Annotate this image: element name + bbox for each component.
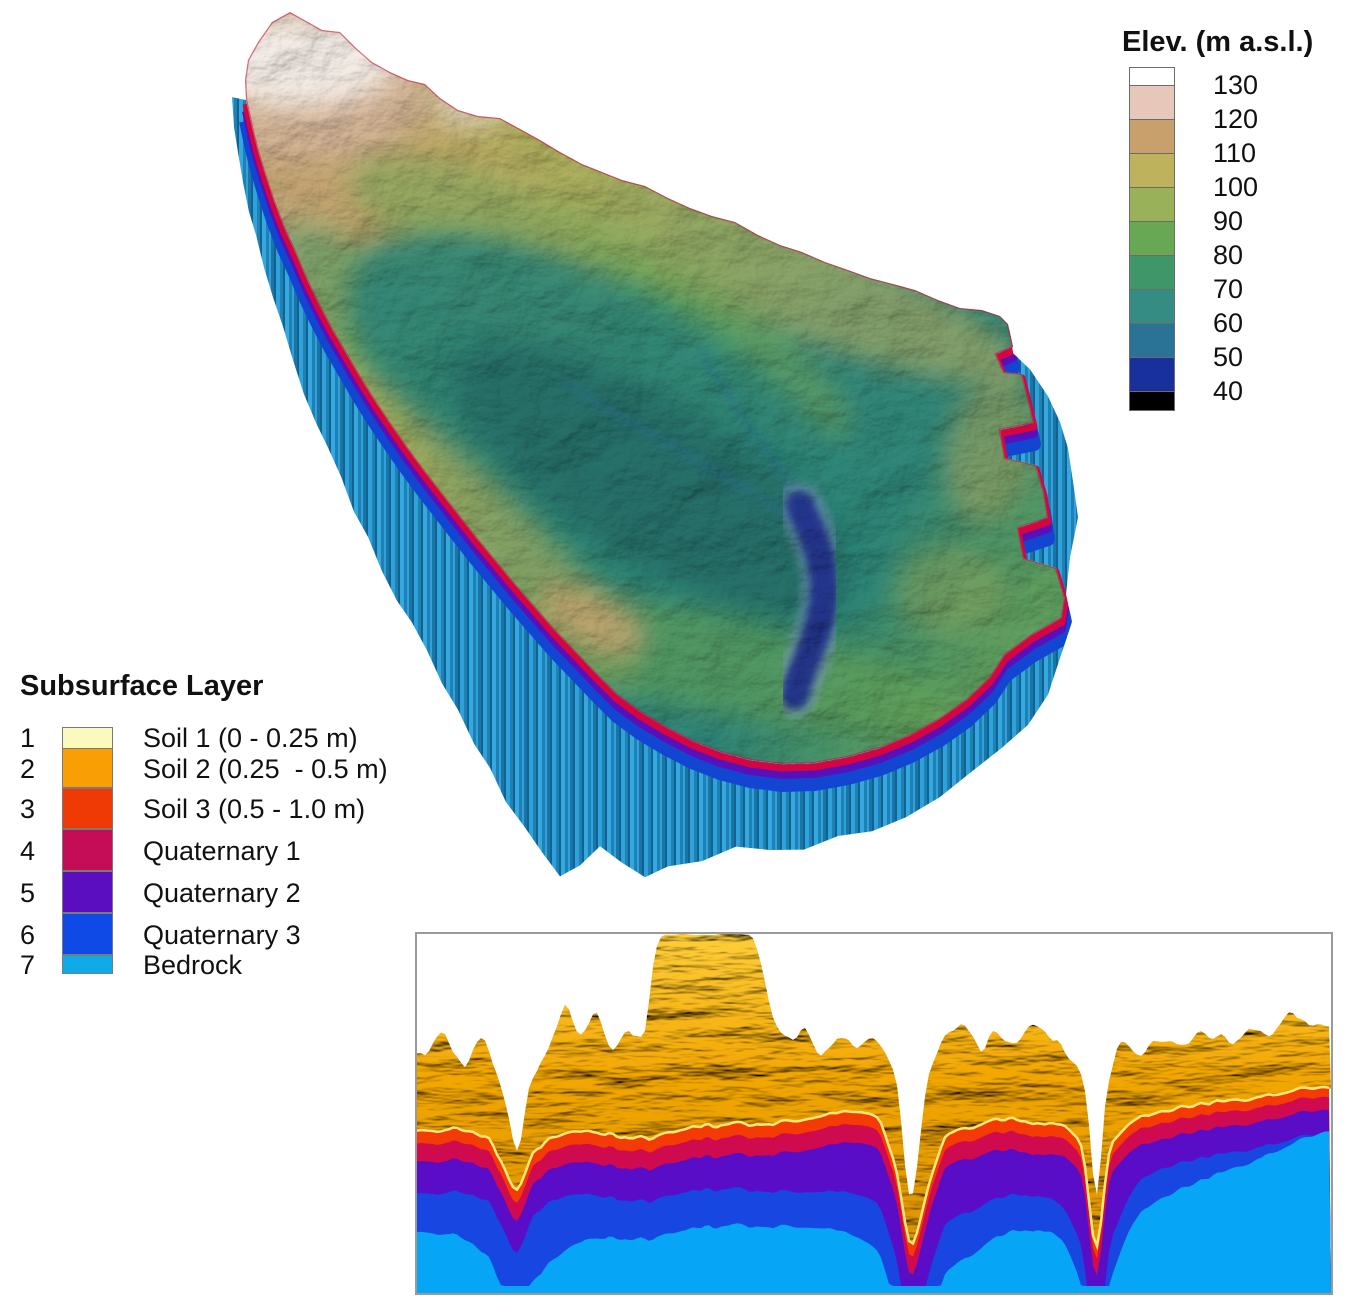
subsurface-row-label: Quaternary 3 xyxy=(143,919,301,950)
xsection-soil1-line xyxy=(417,1085,1330,1251)
subsurface-row-number: 5 xyxy=(20,877,36,908)
elevation-tick-110: 110 xyxy=(1213,138,1257,168)
subsurface-row-number: 3 xyxy=(20,794,36,824)
elevation-swatch-110-100 xyxy=(1130,154,1174,188)
elevation-swatch-70-60 xyxy=(1130,290,1174,324)
subsurface-row-label: Soil 1 (0 - 0.25 m) xyxy=(143,722,358,753)
subsurface-row-3: 3 Soil 3 (0.5 - 1.0 m) xyxy=(20,788,420,830)
subsurface-row-4: 4 Quaternary 1 xyxy=(20,829,420,872)
subsurface-swatch-6 xyxy=(62,913,113,955)
elevation-swatch-120-110 xyxy=(1130,120,1174,154)
subsurface-row-number: 6 xyxy=(20,919,36,950)
subsurface-row-label: Soil 2 (0.25 - 0.5 m) xyxy=(143,753,388,784)
elevation-swatch-below-40 xyxy=(1130,392,1174,410)
subsurface-row-number: 1 xyxy=(20,722,36,753)
subsurface-swatch-4 xyxy=(62,829,113,871)
cross-section-view xyxy=(417,934,1331,1293)
subsurface-legend: Subsurface Layer 1 Soil 1 (0 - 0.25 m) 2 So… xyxy=(20,670,420,981)
subsurface-row-number: 4 xyxy=(20,835,36,866)
subsurface-swatch-3 xyxy=(62,788,113,829)
subsurface-row-label: Quaternary 1 xyxy=(143,835,301,866)
elevation-tick-130: 130 xyxy=(1213,70,1259,100)
elevation-tick-90: 90 xyxy=(1213,206,1244,236)
subsurface-row-number: 2 xyxy=(20,753,36,784)
elevation-tick-100: 100 xyxy=(1213,172,1259,202)
subsurface-row-6: 6 Quaternary 3 xyxy=(20,913,420,956)
xsection-soil2-terrain xyxy=(417,934,1331,1248)
terrain-top-surface xyxy=(245,12,1065,764)
elevation-swatch-130-120 xyxy=(1130,86,1174,120)
elevation-tick-120: 120 xyxy=(1213,104,1259,134)
elevation-swatch-100-90 xyxy=(1130,188,1174,222)
subsurface-legend-rows: 1 Soil 1 (0 - 0.25 m) 2 Soil 2 (0.25 - 0.5 … xyxy=(20,723,420,981)
terrain-river-valley xyxy=(558,348,848,718)
elevation-swatch-60-50 xyxy=(1130,324,1174,358)
subsurface-row-label: Soil 3 (0.5 - 1.0 m) xyxy=(143,794,366,824)
subsurface-swatch-1 xyxy=(62,727,113,749)
subsurface-row-2: 2 Soil 2 (0.25 - 0.5 m) xyxy=(20,748,420,789)
subsurface-row-1: 1 Soil 1 (0 - 0.25 m) xyxy=(20,723,420,753)
elevation-swatch-90-80 xyxy=(1130,222,1174,256)
subsurface-swatch-2 xyxy=(62,748,113,788)
elevation-tick-40: 40 xyxy=(1213,376,1244,406)
subsurface-swatch-7 xyxy=(62,955,113,974)
subsurface-row-7: 7 Bedrock xyxy=(20,950,420,980)
elevation-tick-50: 50 xyxy=(1213,342,1244,372)
elevation-tick-60: 60 xyxy=(1213,308,1244,338)
subsurface-row-number: 7 xyxy=(20,950,36,980)
subsurface-row-label: Quaternary 2 xyxy=(143,877,301,908)
subsurface-row-label: Bedrock xyxy=(143,950,243,980)
elevation-legend-title: Elev. (m a.s.l.) xyxy=(1122,26,1314,58)
cross-section-panel xyxy=(415,932,1333,1295)
elevation-tick-80: 80 xyxy=(1213,240,1244,270)
elevation-swatch-50-40 xyxy=(1130,358,1174,392)
elevation-legend: Elev. (m a.s.l.) 130 120 110 100 90 80 70 60 50 4… xyxy=(1122,26,1362,411)
terrain-subsurface-walls xyxy=(232,97,1078,878)
xsection-bedrock xyxy=(417,1131,1331,1293)
subsurface-row-5: 5 Quaternary 2 xyxy=(20,871,420,914)
subsurface-legend-title: Subsurface Layer xyxy=(20,670,264,702)
elevation-tick-70: 70 xyxy=(1213,274,1244,304)
elevation-colorbar xyxy=(1129,67,1175,411)
elevation-swatch-above-130 xyxy=(1130,68,1174,86)
subsurface-swatch-5 xyxy=(62,871,113,913)
elevation-tick-labels: 130 120 110 100 90 80 70 60 50 40 xyxy=(1193,67,1313,427)
elevation-swatch-80-70 xyxy=(1130,256,1174,290)
